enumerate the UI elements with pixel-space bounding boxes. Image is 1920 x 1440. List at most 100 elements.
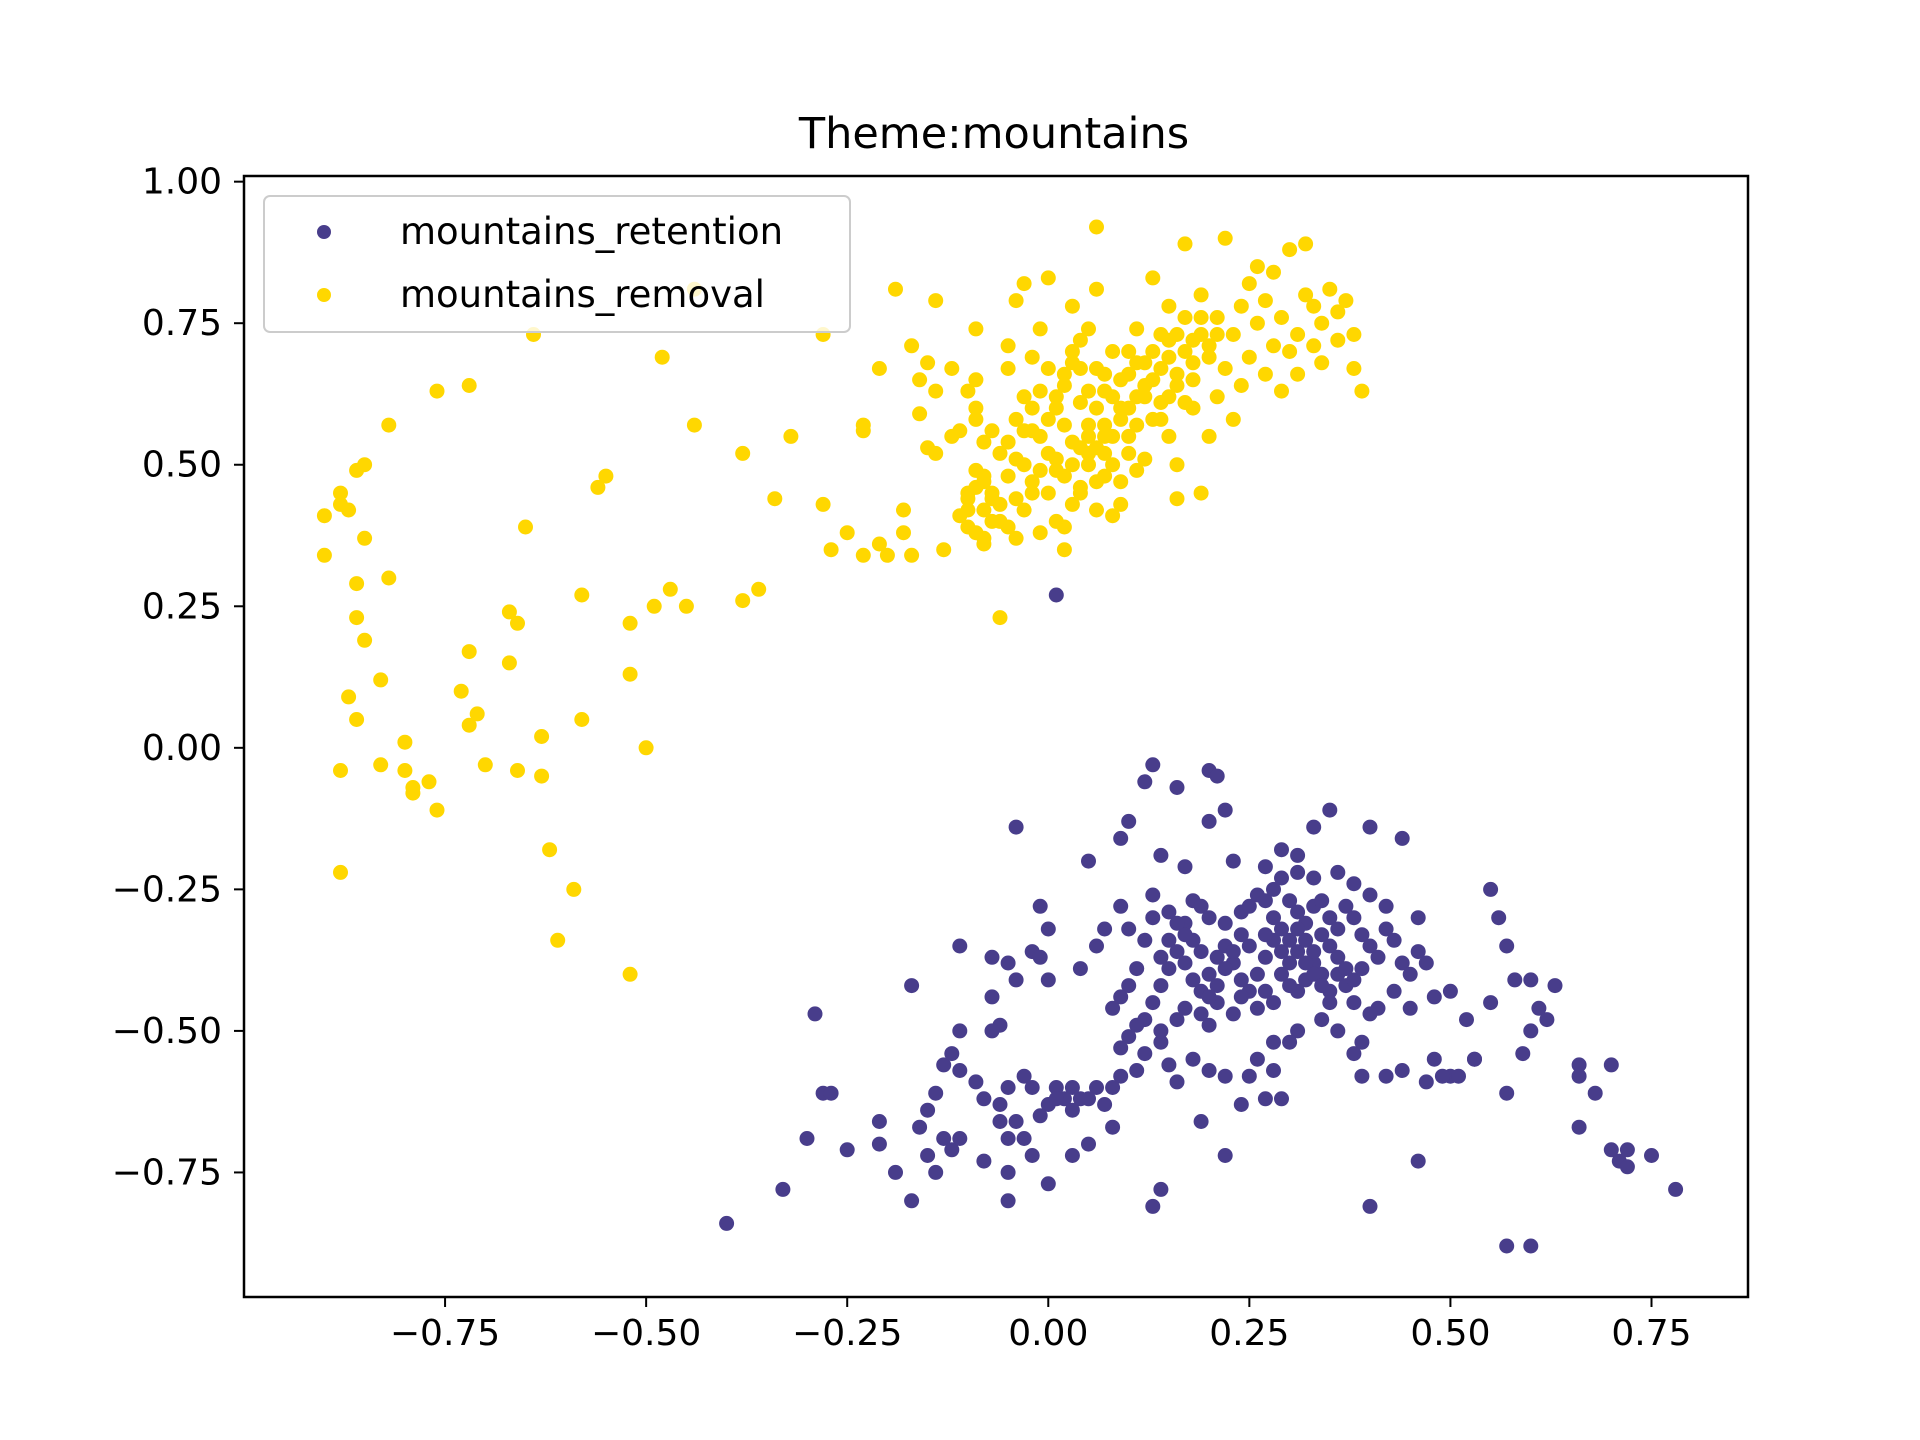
data-point — [1306, 819, 1322, 835]
data-point — [1346, 995, 1362, 1011]
data-point — [719, 1215, 735, 1231]
data-point — [855, 423, 871, 439]
y-tick-label: 0.25 — [142, 586, 222, 627]
x-tick-label: 0.25 — [1209, 1313, 1289, 1354]
data-point — [1426, 1051, 1442, 1067]
data-point — [952, 508, 968, 524]
data-point — [1105, 1080, 1121, 1095]
data-point — [1040, 921, 1056, 937]
data-point — [1145, 1198, 1161, 1214]
data-point — [912, 406, 928, 422]
data-point — [1523, 1023, 1539, 1039]
data-point — [1314, 927, 1330, 943]
data-point — [638, 740, 654, 756]
data-point — [1129, 1017, 1145, 1033]
data-point — [1153, 847, 1169, 863]
data-point — [855, 547, 871, 563]
data-point — [1201, 338, 1217, 354]
data-point — [1282, 344, 1298, 359]
data-point — [1064, 457, 1080, 473]
data-point — [1209, 978, 1225, 994]
data-point — [1113, 1068, 1129, 1084]
data-point — [1322, 281, 1338, 297]
data-point — [1153, 327, 1169, 342]
data-point — [1282, 893, 1298, 909]
data-point — [1619, 1159, 1635, 1175]
data-point — [888, 1164, 903, 1180]
data-point — [1298, 955, 1314, 971]
data-point — [1209, 389, 1225, 405]
data-point — [920, 355, 936, 371]
data-point — [1105, 457, 1121, 473]
data-point — [1483, 881, 1499, 897]
data-point — [566, 881, 582, 897]
data-point — [1644, 1148, 1659, 1163]
data-point — [920, 1102, 936, 1118]
data-point — [1282, 1034, 1298, 1050]
data-point — [1410, 910, 1426, 926]
data-point — [1378, 1068, 1394, 1084]
data-point — [968, 372, 984, 388]
data-point — [1129, 1063, 1145, 1078]
data-point — [1201, 813, 1217, 829]
data-point — [1257, 366, 1273, 382]
data-point — [1137, 1046, 1153, 1062]
data-point — [1064, 1102, 1080, 1118]
data-point — [1370, 949, 1386, 965]
data-point — [429, 802, 445, 818]
x-tick-label: 0.50 — [1410, 1313, 1490, 1354]
data-point — [1072, 361, 1088, 376]
data-point — [1354, 927, 1370, 943]
data-point — [1161, 904, 1177, 920]
data-point — [1338, 293, 1354, 309]
data-point — [735, 593, 751, 609]
data-point — [1225, 411, 1241, 427]
data-point — [1603, 1057, 1619, 1073]
data-point — [1217, 230, 1233, 246]
data-point — [1185, 355, 1201, 371]
data-point — [1056, 417, 1072, 433]
data-point — [1201, 966, 1217, 982]
data-point — [735, 445, 751, 461]
data-point — [1314, 893, 1330, 909]
data-point — [1129, 355, 1145, 371]
data-point — [1290, 366, 1306, 382]
data-point — [1024, 349, 1040, 365]
data-point — [1008, 411, 1024, 427]
data-point — [823, 542, 839, 558]
data-point — [1201, 428, 1217, 444]
data-point — [1008, 530, 1024, 546]
data-point — [1193, 1006, 1209, 1022]
data-point — [1169, 457, 1185, 473]
data-point — [952, 423, 968, 439]
data-point — [1274, 870, 1289, 886]
data-point — [960, 491, 976, 507]
data-point — [823, 1085, 839, 1101]
data-point — [397, 734, 413, 750]
data-point — [1233, 972, 1249, 988]
axes: −0.75 −0.50 −0.25 0.00 0.25 0.50 0.75 1.00 0.75 0… — [112, 162, 1750, 1354]
data-point — [1145, 757, 1161, 773]
data-point — [1081, 417, 1096, 433]
data-point — [1008, 819, 1024, 835]
data-point — [1000, 1080, 1016, 1095]
data-point — [662, 581, 678, 597]
data-point — [936, 1057, 952, 1073]
data-point — [1241, 276, 1257, 292]
data-point — [349, 576, 365, 592]
data-point — [815, 496, 831, 512]
data-point — [1161, 428, 1177, 444]
data-point — [1362, 1198, 1378, 1214]
data-point — [1571, 1068, 1587, 1084]
data-point — [1282, 978, 1298, 994]
data-point — [1064, 1148, 1080, 1163]
data-point — [1201, 349, 1217, 365]
data-point — [767, 491, 783, 507]
data-point — [1177, 395, 1193, 410]
data-point — [1354, 1068, 1370, 1084]
data-point — [1113, 496, 1129, 512]
data-point — [453, 683, 469, 699]
data-point — [1531, 1000, 1547, 1016]
data-point — [1185, 372, 1201, 388]
